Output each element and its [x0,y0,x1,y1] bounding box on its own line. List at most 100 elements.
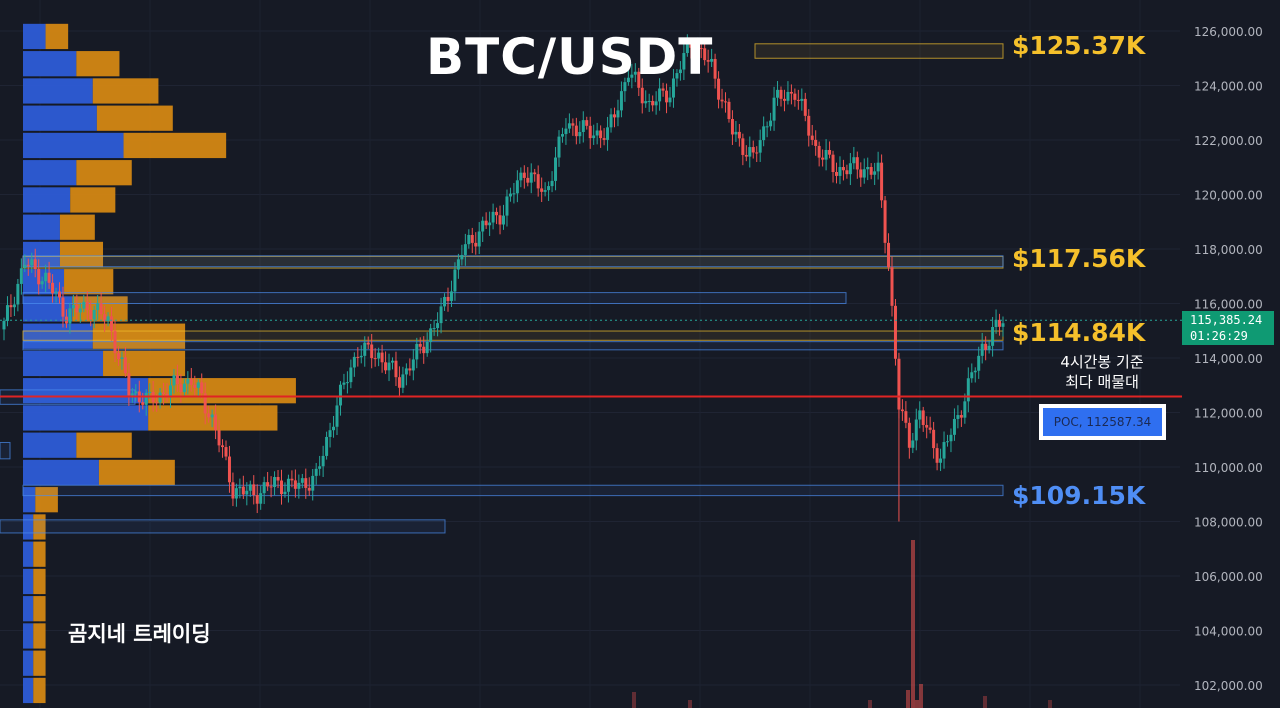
candle-body [508,193,512,197]
candle-body [897,358,901,410]
candle-body [231,482,235,499]
candle-body [696,48,700,57]
candle-body [304,478,308,488]
y-tick-label: 120,000.00 [1194,189,1263,203]
volume-profile [23,23,296,704]
candle-body [578,132,582,137]
candle-body [196,382,200,388]
candle-body [172,375,176,386]
candle-body [110,316,114,332]
volume-bar [632,692,636,708]
candle-body [900,409,904,412]
candle-body [123,357,127,374]
vp-sell-bar [35,487,58,513]
candle-body [335,405,339,427]
candle-body [252,484,256,496]
chart-title: BTC/USDT [426,28,714,86]
candle-body [633,71,637,75]
candle-body [710,58,714,62]
poc-label: POC, 112587.34 [1043,408,1162,436]
candle-body [946,441,949,443]
candle-body [526,177,530,183]
level-label-125k: $125.37K [1012,31,1146,60]
candle-body [474,242,478,247]
candle-body [92,309,96,320]
candle-body [855,157,859,170]
candle-body [82,301,86,309]
candle-body [543,190,547,192]
candle-body [689,42,693,48]
candle-body [422,346,426,354]
candle-body [859,169,863,178]
candle-body [488,222,492,226]
candle-body [217,430,221,446]
candle-body [585,120,589,126]
vp-sell-bar [33,596,46,622]
candle-body [318,466,322,469]
candle-body [456,259,460,270]
candle-body [893,305,897,359]
candle-body [835,172,838,176]
candle-body [418,343,422,347]
vp-buy-bar [23,596,34,622]
candle-body [803,98,807,116]
candle-body [654,101,658,106]
vp-buy-bar [23,23,46,50]
candle-body [914,419,918,441]
candle-body [106,316,110,321]
candle-body [498,215,502,225]
candle-body [380,352,384,363]
candle-body [221,445,225,448]
candle-body [127,373,131,396]
candle-body [85,301,89,310]
y-tick-label: 114,000.00 [1194,352,1263,366]
candle-body [592,135,596,139]
candle-body [918,410,922,420]
candle-body [692,47,696,57]
candle-body [831,154,835,173]
candle-body [484,220,488,226]
zone-107k [0,519,446,534]
last-price-tag: 115,385.24 01:26:29 [1182,311,1274,345]
candle-body [810,135,814,140]
candle-body [939,458,943,463]
vp-sell-bar [76,160,132,186]
zone-109k [22,484,1004,497]
candle-body [439,306,443,324]
candle-body [203,393,207,414]
candle-body [956,415,960,419]
candle-body [75,305,79,313]
candle-body [519,172,523,181]
vp-buy-bar [23,214,60,240]
vp-buy-bar [23,623,34,649]
candle-body [932,429,936,449]
y-tick-label: 106,000.00 [1194,570,1263,584]
level-label-117k: $117.56K [1012,244,1146,273]
poc-annotation: 4시간봉 기준 최다 매물대 [1042,352,1162,392]
annotation-line-2: 최다 매물대 [1065,373,1139,391]
candlestick-series [2,34,1005,522]
candle-body [314,468,318,476]
candle-body [262,482,266,494]
vp-sell-bar [92,78,159,104]
candle-body [58,291,61,298]
candle-body [30,259,34,266]
candle-body [477,231,481,247]
candle-body [581,120,585,133]
candle-body [595,130,599,136]
volume-bars [632,540,1052,708]
candle-body [987,345,991,350]
candle-body [283,491,287,495]
candle-body [387,362,391,371]
vp-sell-bar [76,51,120,77]
candle-body [609,114,613,128]
y-tick-label: 122,000.00 [1194,134,1263,148]
candle-body [911,440,915,448]
candle-body [599,130,603,139]
candle-body [182,383,186,393]
vp-sell-bar [33,568,46,595]
candle-body [682,53,686,70]
vp-sell-bar [148,405,278,431]
y-tick-label: 116,000.00 [1194,298,1263,312]
